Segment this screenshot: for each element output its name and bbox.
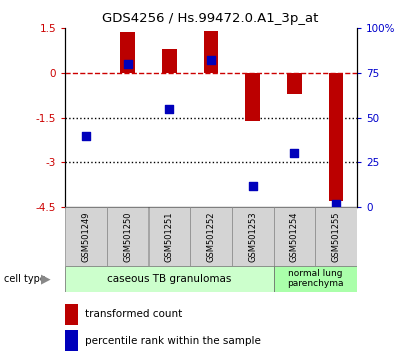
Text: GSM501252: GSM501252 [207,212,215,262]
Text: GSM501249: GSM501249 [81,212,90,262]
Text: GSM501253: GSM501253 [248,212,257,262]
Bar [149,207,190,266]
Bar [190,207,232,266]
Bar [245,73,260,121]
Point [124,61,131,67]
Point [291,151,298,156]
Point [333,201,339,206]
Bar [162,49,177,73]
Text: ▶: ▶ [41,272,50,285]
Text: transformed count: transformed count [85,309,182,319]
Bar [232,207,273,266]
Bar [107,207,149,266]
Text: cell type: cell type [4,274,46,284]
Bar [273,207,315,266]
Text: GSM501251: GSM501251 [165,212,174,262]
Bar [287,73,302,95]
Bar [329,73,344,201]
Text: GDS4256 / Hs.99472.0.A1_3p_at: GDS4256 / Hs.99472.0.A1_3p_at [102,12,318,25]
Bar [65,330,78,351]
Bar [273,266,357,292]
Text: GSM501250: GSM501250 [123,212,132,262]
Text: GSM501254: GSM501254 [290,212,299,262]
Point [166,106,173,112]
Bar [204,31,218,73]
Text: percentile rank within the sample: percentile rank within the sample [85,336,261,346]
Bar [315,207,357,266]
Text: caseous TB granulomas: caseous TB granulomas [107,274,231,284]
Bar [65,207,107,266]
Point [83,133,89,138]
Point [208,58,215,63]
Text: GSM501255: GSM501255 [332,212,341,262]
Bar [65,266,273,292]
Bar [121,32,135,73]
Text: normal lung
parenchyma: normal lung parenchyma [287,269,344,289]
Point [249,183,256,188]
Bar [65,303,78,325]
